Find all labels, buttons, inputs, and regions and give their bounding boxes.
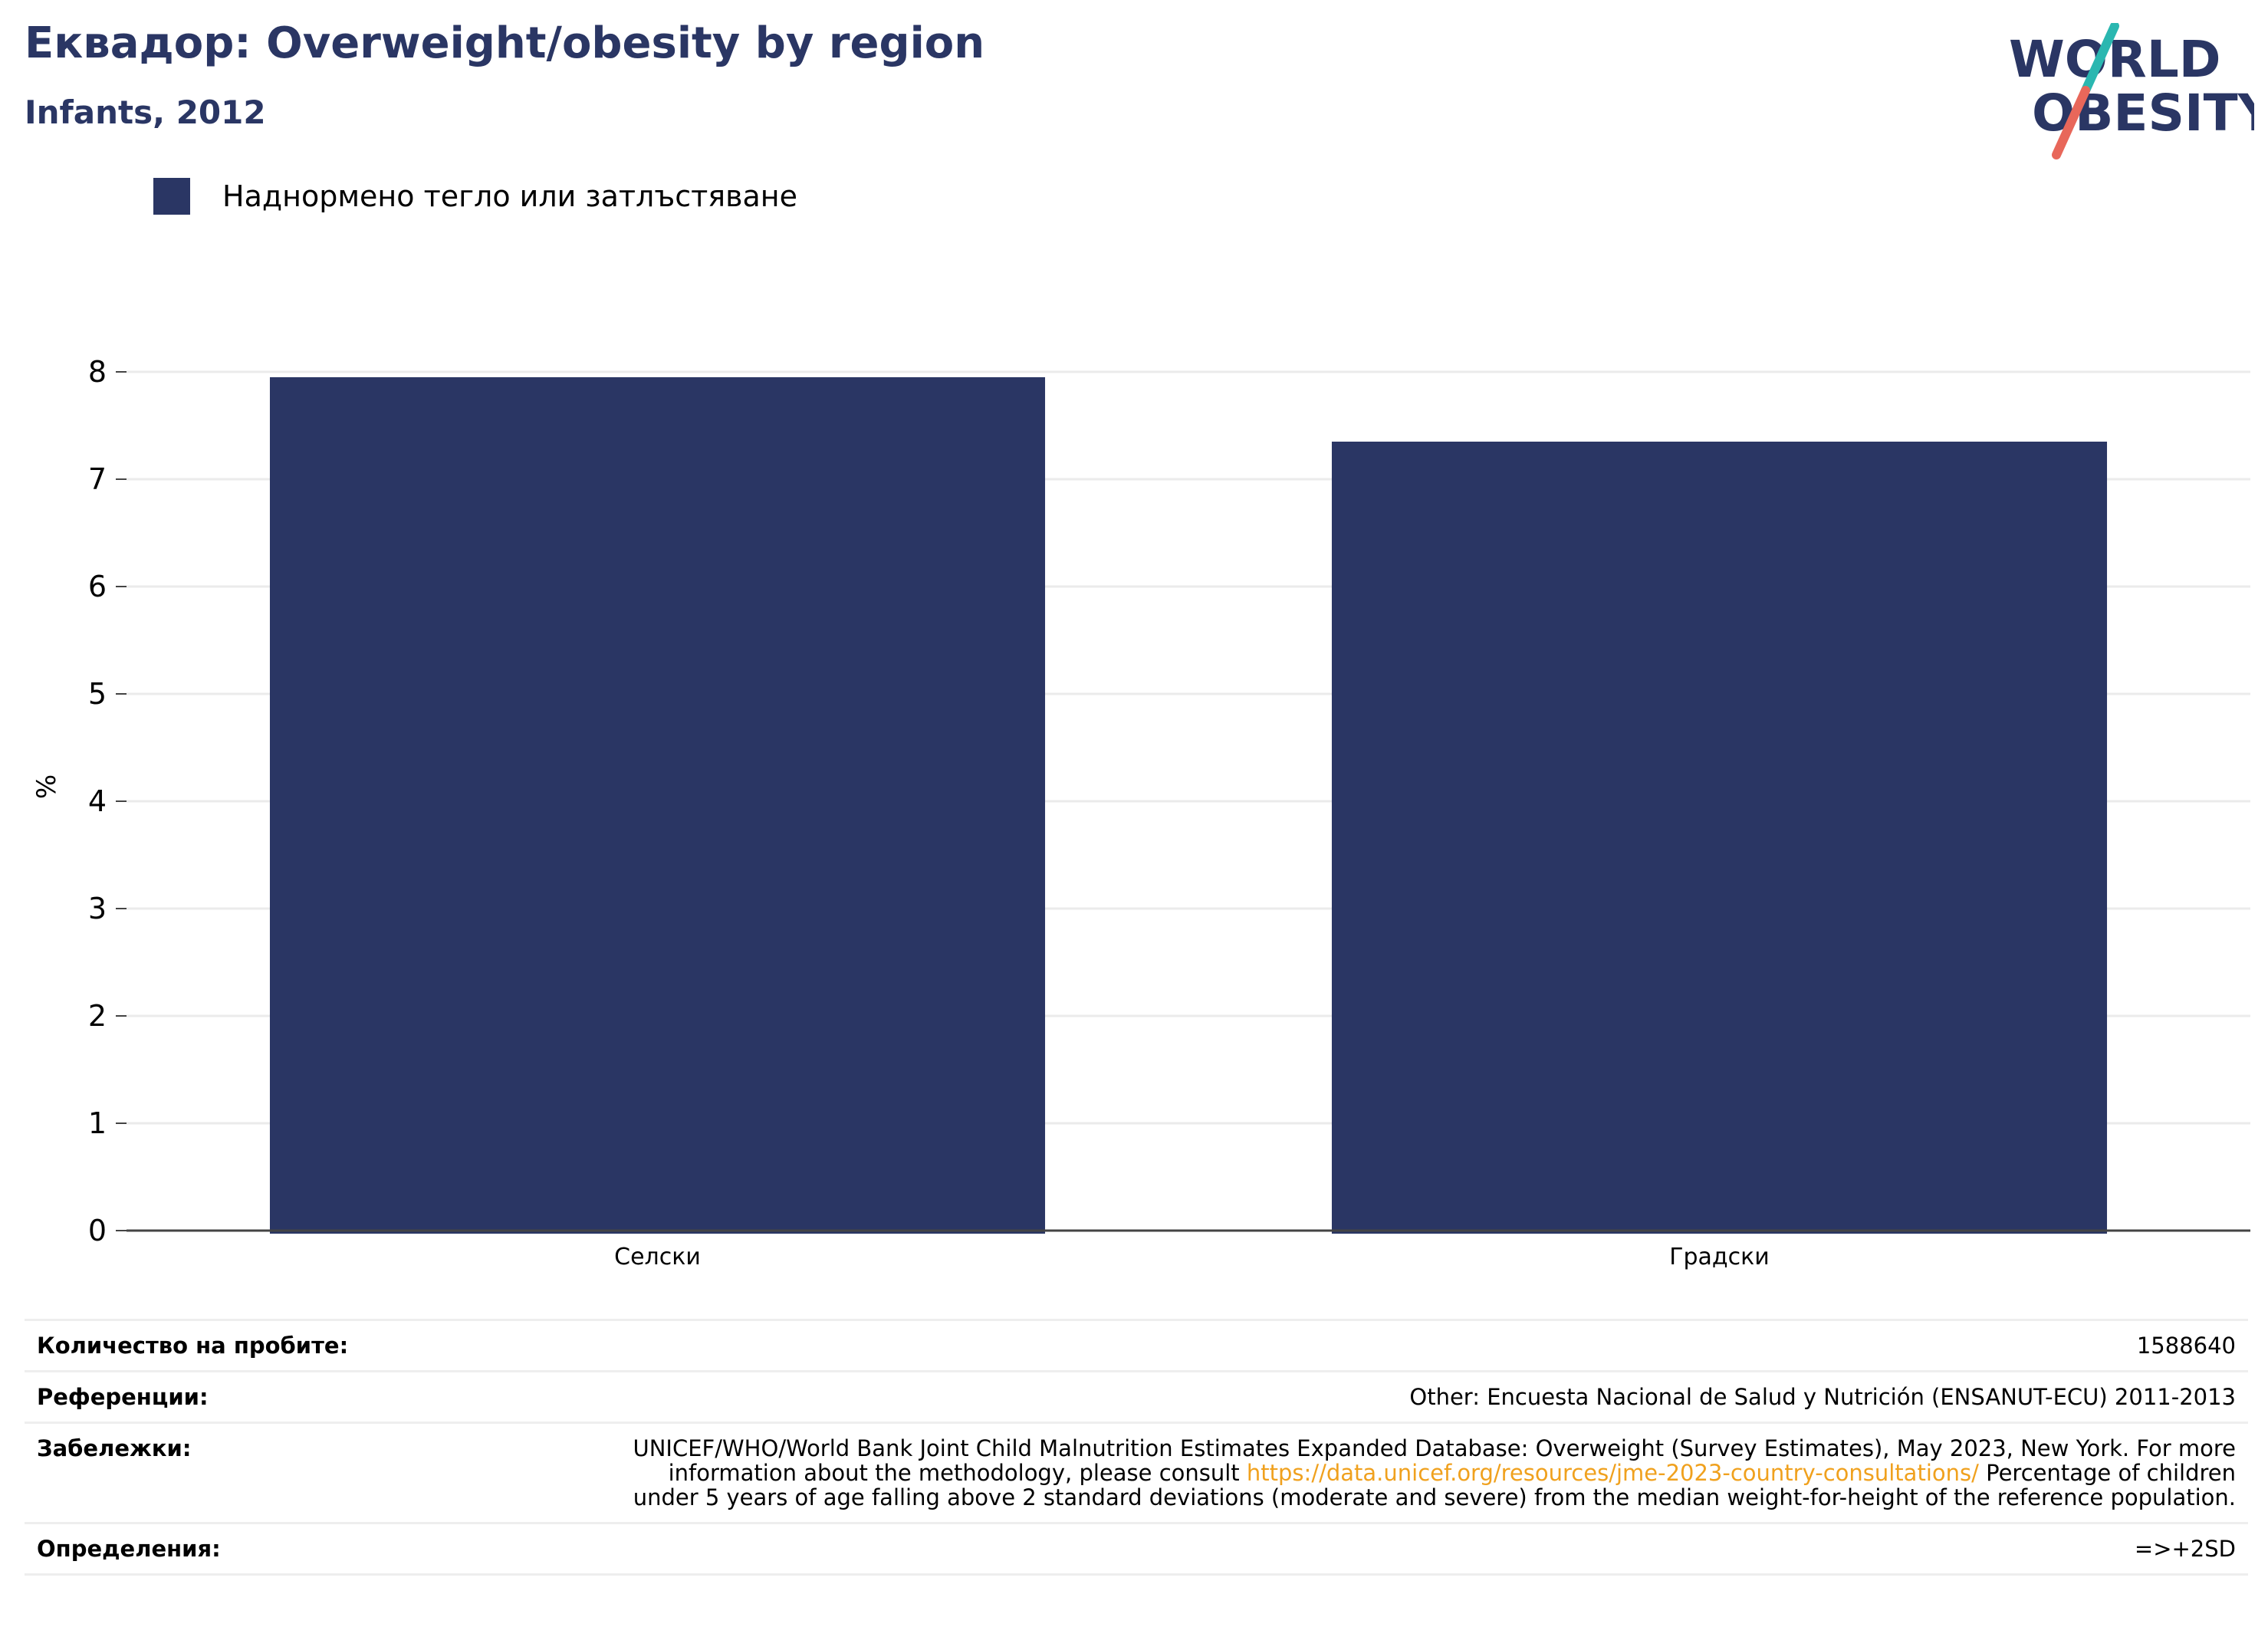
definitions-value: =>+2SD	[586, 1522, 2248, 1576]
legend-label: Наднормено тегло или затлъстяване	[222, 179, 797, 213]
y-tick-label: 5	[88, 677, 107, 711]
sample-value: 1588640	[586, 1319, 2248, 1372]
notes-text-part1: UNICEF/WHO/World Bank Joint Child Malnut…	[633, 1435, 2236, 1486]
definitions-label: Определения:	[25, 1522, 586, 1576]
sample-label: Количество на пробите:	[25, 1319, 586, 1372]
y-tick-label: 7	[88, 462, 107, 496]
x-tick-label: Градски	[1669, 1244, 1770, 1270]
y-tick-label: 6	[88, 570, 107, 603]
info-row-references: Референции: Other: Encuesta Nacional de …	[25, 1370, 2248, 1424]
y-tick-label: 0	[88, 1214, 107, 1247]
info-row-definitions: Определения: =>+2SD	[25, 1522, 2248, 1576]
logo-text-world: WORLD	[2009, 30, 2221, 89]
bar-chart: 0 1 2 3 4 5 6 7 8 Селски Градски %	[31, 355, 2250, 1270]
notes-label: Забележки:	[25, 1422, 586, 1524]
info-row-sample: Количество на пробите: 1588640	[25, 1319, 2248, 1372]
info-row-notes: Забележки: UNICEF/WHO/World Bank Joint C…	[25, 1422, 2248, 1524]
bar-1	[269, 377, 1046, 1234]
world-obesity-logo: WORLD OBESITY	[2009, 23, 2254, 159]
y-tick-label: 8	[88, 355, 107, 389]
notes-link[interactable]: https://data.unicef.org/resources/jme-20…	[1246, 1460, 1979, 1486]
y-tick-label: 4	[88, 784, 107, 818]
y-tick-label: 2	[88, 999, 107, 1033]
legend-swatch	[153, 178, 190, 215]
notes-text-part2: Percentage of children under 5 years of …	[633, 1460, 2236, 1510]
y-tick-label: 1	[88, 1106, 107, 1140]
page-subtitle: Infants, 2012	[25, 94, 266, 131]
x-tick-label: Селски	[614, 1244, 701, 1270]
bar-2	[1331, 442, 2108, 1234]
references-value: Other: Encuesta Nacional de Salud y Nutr…	[586, 1370, 2248, 1424]
info-table: Количество на пробите: 1588640 Референци…	[25, 1319, 2248, 1576]
y-tick-label: 3	[88, 892, 107, 925]
page-title: Еквадор: Overweight/obesity by region	[25, 18, 985, 68]
chart-legend: Наднормено тегло или затлъстяване	[153, 176, 797, 216]
y-axis-label: %	[31, 774, 62, 799]
logo-slash-top	[2081, 23, 2119, 95]
notes-value: UNICEF/WHO/World Bank Joint Child Malnut…	[586, 1422, 2248, 1524]
logo-slash-bottom	[2052, 86, 2090, 159]
references-label: Референции:	[25, 1370, 586, 1424]
